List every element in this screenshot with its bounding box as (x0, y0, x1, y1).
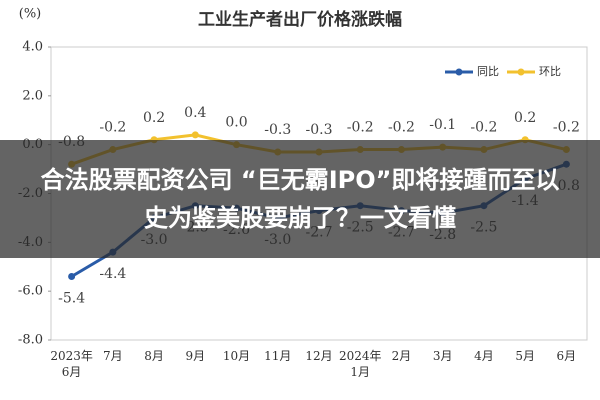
banner-text: 合法股票配资公司 “巨无霸IPO”即将接踵而至以史为鉴美股要崩了？一文看懂 (40, 166, 560, 232)
data-label: -0.2 (388, 120, 415, 136)
x-tick-label: 2月 (391, 349, 412, 363)
data-label: 0.0 (225, 115, 247, 131)
x-tick-label: 6月 (556, 349, 577, 363)
banner: 合法股票配资公司 “巨无霸IPO”即将接踵而至以史为鉴美股要崩了？一文看懂 (0, 140, 600, 258)
data-label: -5.4 (58, 291, 85, 307)
x-tick-label: 3月 (432, 349, 453, 363)
x-tick-label: 5月 (515, 349, 535, 363)
data-label: -0.2 (553, 120, 580, 136)
data-label: -0.1 (429, 117, 456, 133)
legend-label: 环比 (539, 65, 561, 78)
y-tick-label: -8.0 (18, 333, 43, 348)
x-tick-label: 11月 (264, 349, 292, 363)
chart-title: 工业生产者出厂价格涨跌幅 (198, 9, 402, 30)
point (68, 273, 76, 281)
x-tick-label: 10月 (222, 349, 251, 363)
data-label: -0.3 (264, 122, 291, 138)
y-tick-label: 4.0 (22, 40, 43, 55)
y-tick-label: 2.0 (22, 88, 43, 103)
x-tick-label: 2023年 6月 (50, 349, 93, 379)
x-tick-label: 8月 (144, 349, 164, 363)
legend-marker (455, 68, 463, 76)
data-label: 0.2 (514, 110, 536, 126)
data-label: -0.2 (347, 120, 374, 136)
data-label: 0.4 (184, 105, 206, 121)
x-tick-label: 9月 (185, 349, 206, 363)
x-tick-label: 7月 (103, 349, 123, 363)
legend-marker (517, 68, 525, 76)
y-tick-label: -6.0 (18, 284, 43, 299)
x-tick-label: 4月 (474, 349, 494, 363)
data-label: 0.2 (143, 110, 165, 126)
legend-label: 同比 (477, 65, 499, 78)
data-label: -0.2 (470, 120, 497, 136)
data-label: -0.2 (99, 120, 126, 136)
x-tick-label: 12月 (305, 349, 333, 363)
x-tick-label: 2024年 1月 (338, 349, 382, 379)
data-label: -4.4 (99, 266, 126, 282)
point (191, 131, 199, 139)
y-axis-label: (%) (19, 7, 42, 22)
data-label: -0.3 (306, 122, 333, 138)
